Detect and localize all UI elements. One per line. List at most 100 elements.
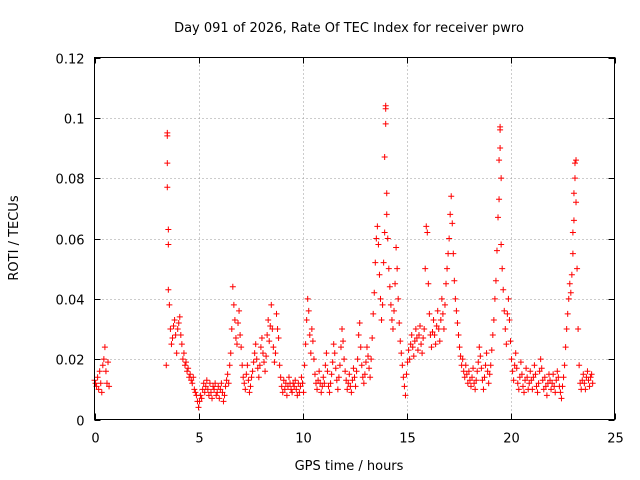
data-point	[309, 338, 316, 345]
data-point	[410, 353, 417, 360]
data-point	[453, 307, 460, 314]
data-point	[184, 368, 191, 375]
data-point	[460, 368, 467, 375]
data-point	[300, 389, 307, 396]
data-point	[536, 368, 543, 375]
data-point	[223, 377, 230, 384]
data-point	[167, 326, 174, 332]
data-point	[302, 341, 309, 348]
data-point	[204, 386, 211, 393]
data-point	[469, 374, 476, 381]
data-point	[401, 383, 408, 390]
data-point	[482, 362, 489, 369]
data-point	[251, 350, 258, 357]
data-point	[303, 316, 310, 323]
data-point	[372, 259, 379, 266]
data-point	[212, 380, 219, 387]
data-point	[164, 160, 171, 167]
data-point	[209, 395, 216, 402]
data-point	[185, 365, 192, 372]
data-point	[263, 353, 270, 360]
data-point	[526, 380, 533, 387]
data-point	[96, 368, 103, 375]
data-point	[187, 371, 194, 378]
data-point	[428, 344, 435, 351]
data-point	[454, 319, 461, 326]
data-point	[174, 326, 181, 332]
data-point	[533, 383, 540, 390]
data-point	[213, 392, 220, 399]
data-point	[379, 301, 386, 308]
data-point	[497, 145, 504, 151]
data-point	[404, 359, 411, 366]
data-point	[332, 365, 339, 372]
data-point	[491, 295, 498, 302]
data-point	[265, 316, 272, 323]
data-point	[569, 229, 576, 236]
data-point	[377, 295, 384, 302]
data-point	[585, 377, 592, 384]
data-point	[480, 386, 487, 393]
data-point	[514, 380, 521, 387]
x-tick-label: 25	[607, 432, 624, 447]
data-point	[531, 362, 538, 369]
data-point	[532, 371, 539, 378]
data-point	[530, 374, 537, 381]
data-point	[394, 265, 401, 272]
data-point	[588, 371, 595, 378]
data-point	[348, 389, 355, 396]
data-point	[473, 377, 480, 384]
data-point	[440, 326, 447, 332]
data-point	[277, 374, 284, 381]
data-point	[269, 326, 276, 332]
data-point	[238, 344, 245, 351]
data-point	[535, 380, 542, 387]
x-tick-label: 10	[295, 432, 312, 447]
data-point	[304, 295, 311, 302]
data-point	[462, 362, 469, 369]
data-point	[562, 344, 569, 351]
data-point	[423, 223, 430, 230]
data-point	[381, 229, 388, 236]
data-point	[316, 368, 323, 375]
data-point	[436, 338, 443, 345]
data-point	[245, 377, 252, 384]
data-point	[457, 353, 464, 360]
data-point	[465, 368, 472, 375]
data-point	[380, 259, 387, 266]
data-point	[241, 380, 248, 387]
data-point	[565, 295, 572, 302]
data-point	[555, 374, 562, 381]
data-point	[221, 392, 228, 399]
data-point	[371, 289, 378, 296]
data-point	[511, 362, 518, 369]
data-point	[218, 380, 225, 387]
data-point	[580, 371, 587, 378]
data-point	[574, 265, 581, 272]
data-point	[357, 344, 364, 351]
data-point	[391, 307, 398, 314]
data-point	[281, 386, 288, 393]
data-point	[367, 374, 374, 381]
data-point	[253, 356, 260, 363]
data-point	[506, 316, 513, 323]
data-points	[91, 102, 596, 411]
data-point	[383, 190, 390, 197]
data-point	[178, 341, 185, 348]
data-point	[414, 347, 421, 354]
data-point	[467, 383, 474, 390]
data-point	[210, 383, 217, 390]
data-point	[98, 389, 105, 396]
data-point	[557, 389, 564, 396]
data-point	[181, 362, 188, 369]
data-point	[207, 389, 214, 396]
data-point	[308, 326, 315, 332]
data-point	[289, 389, 296, 396]
data-point	[306, 332, 313, 339]
data-point	[101, 344, 108, 351]
data-point	[327, 380, 334, 387]
data-point	[484, 368, 491, 375]
data-point	[441, 301, 448, 308]
data-point	[498, 175, 505, 182]
data-point	[515, 386, 522, 393]
